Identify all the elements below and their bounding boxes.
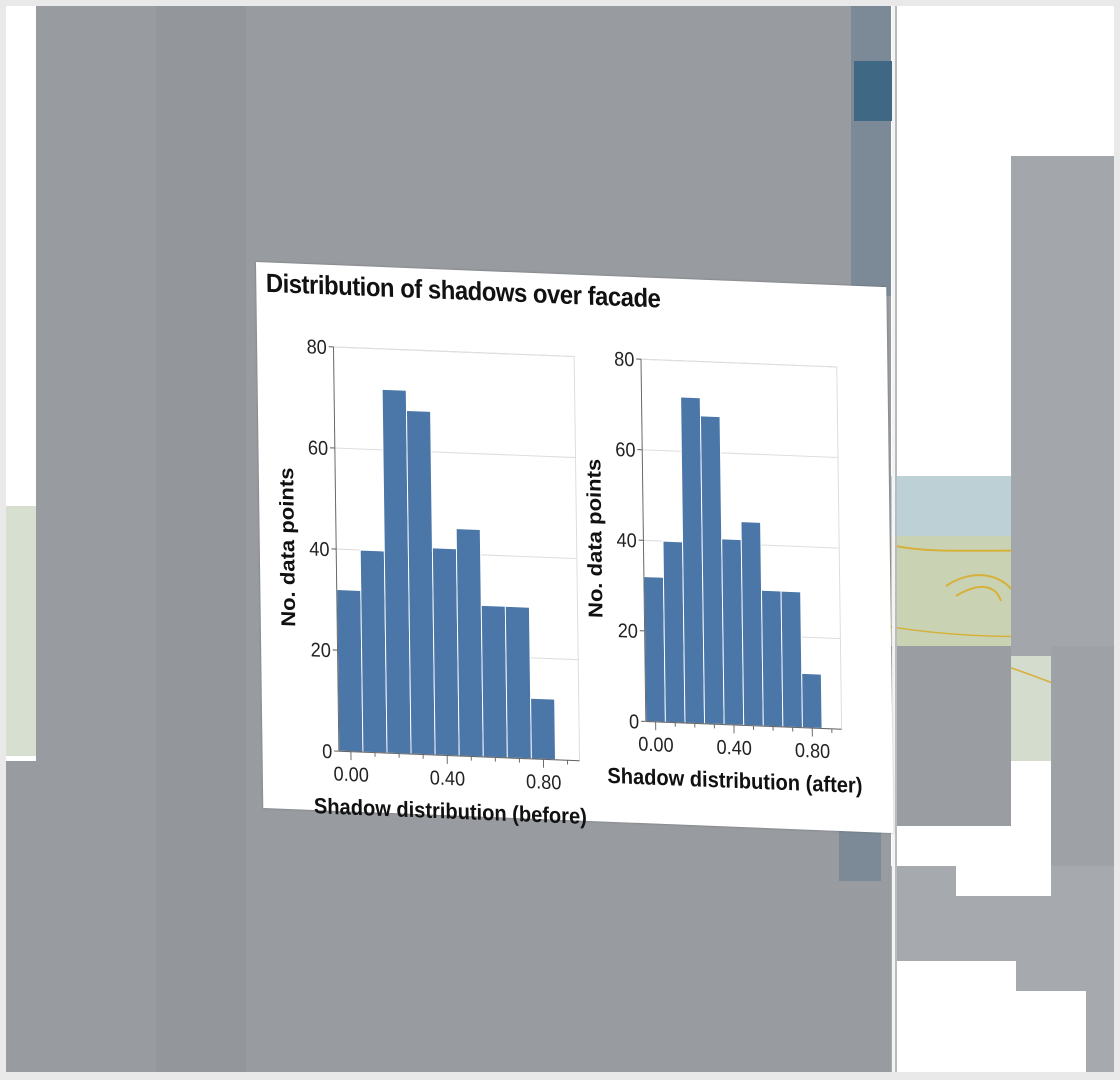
building-right-face <box>895 6 897 1072</box>
glass-window-accent <box>854 61 892 121</box>
x-tick-label: 0.00 <box>333 764 369 787</box>
histogram-bar <box>662 540 686 724</box>
histogram-bar <box>530 697 556 761</box>
x-tick-label: 0.40 <box>716 737 752 760</box>
y-tick-label: 20 <box>311 640 331 663</box>
y-gridline <box>642 449 838 459</box>
building-edge-line <box>892 6 895 1072</box>
x-tick-label: 0.00 <box>638 734 674 757</box>
y-tick-label: 80 <box>306 336 326 359</box>
histogram-bar <box>740 521 764 727</box>
x-axis-title: Shadow distribution (after) <box>607 764 862 798</box>
y-tick-label: 0 <box>322 741 332 763</box>
y-tick-label: 60 <box>615 439 635 462</box>
3d-city-scene[interactable]: Distribution of shadows over facade 0 20 4… <box>6 6 1114 1072</box>
white-roof-3 <box>996 991 1086 1072</box>
histogram-bar <box>455 528 484 758</box>
white-roof-1 <box>956 841 1051 896</box>
x-axis-line <box>645 720 842 730</box>
histogram-bar <box>761 589 784 728</box>
y-tick-label: 40 <box>616 530 636 553</box>
x-tick-label: 0.80 <box>795 740 831 763</box>
histogram-bar <box>780 590 803 729</box>
histogram-bar <box>406 409 436 756</box>
histogram-bar <box>801 672 823 729</box>
y-tick-label: 60 <box>308 438 328 461</box>
histogram-bar <box>504 605 532 760</box>
y-axis-line <box>333 346 340 752</box>
y-tick-label: 40 <box>309 539 329 562</box>
y-axis-line <box>640 359 647 722</box>
y-gridline <box>640 358 837 368</box>
chart-panel[interactable]: Distribution of shadows over facade 0 20 4… <box>256 262 894 834</box>
y-gridline <box>334 447 576 459</box>
histogram-bar <box>643 575 666 723</box>
histogram-bar <box>431 547 460 757</box>
histogram-bar <box>359 549 388 754</box>
left-wall-ground <box>6 506 36 756</box>
x-tick-label: 0.80 <box>526 771 562 794</box>
y-axis-title: No. data points <box>583 458 607 618</box>
y-axis-title: No. data points <box>276 467 300 627</box>
y-tick-label: 20 <box>618 620 638 643</box>
main-building-shading <box>156 6 246 1072</box>
glass-window-strip <box>851 6 891 296</box>
y-gridline <box>333 346 575 358</box>
histogram-bar <box>699 415 725 726</box>
building-right-tall <box>1011 156 1114 656</box>
y-tick-label: 80 <box>614 349 634 372</box>
histogram-bar <box>336 588 364 753</box>
x-axis-line <box>338 750 580 762</box>
histogram-bar <box>480 604 508 759</box>
histogram-bar <box>721 538 745 726</box>
x-tick-label: 0.40 <box>430 767 466 790</box>
y-tick-label: 0 <box>629 711 639 733</box>
building-right-low <box>891 646 1011 826</box>
